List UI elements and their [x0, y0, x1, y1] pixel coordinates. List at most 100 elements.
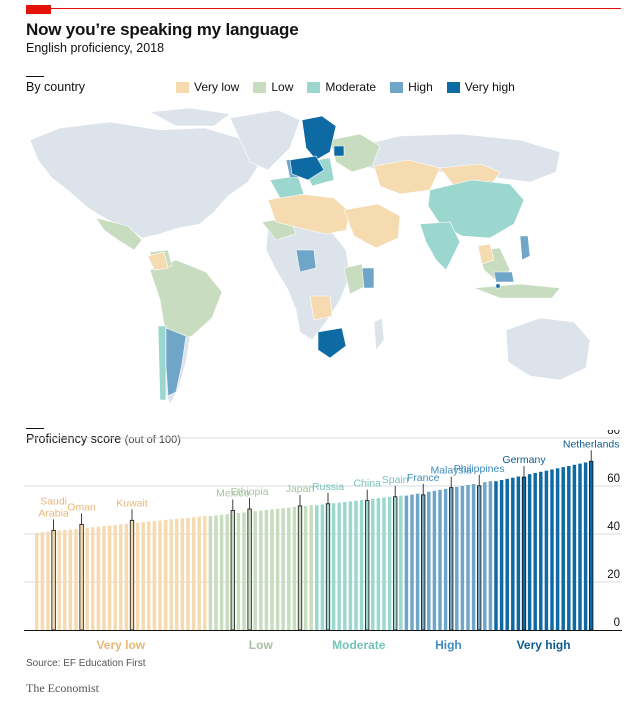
y-tick-label: 80: [607, 430, 620, 437]
bar: [152, 521, 157, 630]
country-india: [419, 221, 461, 271]
map-very-low: [147, 159, 501, 321]
bar: [382, 497, 386, 630]
chart-section-label: Proficiency score (out of 100): [26, 432, 181, 446]
world-map: [29, 107, 591, 405]
annotation-label: Netherlands: [563, 438, 620, 450]
legend-item-low: Low: [253, 80, 293, 94]
legend-item-high: High: [390, 80, 433, 94]
country-north-america: [29, 121, 263, 239]
legend-swatch: [390, 81, 404, 93]
bar: [343, 502, 347, 630]
bar: [119, 524, 123, 630]
bar: [197, 516, 201, 630]
bar: [359, 500, 364, 630]
bar: [175, 518, 179, 630]
bar: [449, 487, 454, 631]
bar: [236, 513, 241, 630]
y-tick-label: 60: [607, 473, 620, 485]
bar: [35, 532, 39, 630]
map-section-label: By country: [26, 80, 86, 94]
bar: [214, 515, 218, 630]
bar: [533, 472, 537, 630]
chart-label: Proficiency score: [26, 432, 122, 446]
band-label: Very low: [96, 638, 145, 652]
bar: [348, 501, 353, 630]
bar: [589, 460, 594, 631]
band-label: Very high: [517, 638, 571, 652]
legend-label: Moderate: [325, 80, 377, 94]
chart-label-suffix: (out of 100): [124, 434, 181, 446]
country-australia: [505, 317, 591, 381]
bar: [264, 510, 269, 630]
chart-band-labels: Very low Low Moderate High Very high: [96, 638, 570, 652]
country-argentina: [165, 327, 187, 397]
bar: [85, 527, 89, 630]
band-label: Low: [249, 638, 274, 652]
bar: [337, 502, 341, 630]
bar: [247, 508, 252, 631]
map-section-rule: [26, 76, 44, 77]
bar: [477, 485, 482, 631]
bar: [180, 518, 185, 630]
bar: [583, 462, 588, 630]
country-venezuela: [147, 251, 169, 271]
bar: [315, 505, 319, 630]
bar: [567, 465, 571, 630]
bar: [483, 482, 487, 630]
legend-swatch: [253, 81, 267, 93]
country-brazil: [149, 259, 223, 341]
bar: [46, 531, 50, 630]
chart-section-rule: [26, 428, 44, 429]
bar: [253, 511, 257, 630]
bar: [561, 467, 565, 630]
legend-swatch: [446, 81, 460, 93]
chart-y-ticks: 0 20 40 60 80: [607, 430, 620, 629]
bar: [303, 505, 308, 630]
bar: [135, 522, 140, 630]
bar: [488, 481, 493, 630]
bar: [147, 521, 151, 630]
country-philippines: [519, 235, 531, 261]
country-southern-europe: [269, 175, 305, 199]
country-indonesia: [473, 283, 561, 299]
bar: [365, 500, 370, 631]
bar: [191, 517, 196, 630]
bar: [102, 526, 106, 630]
bar: [225, 514, 229, 630]
bar: [527, 474, 532, 630]
y-tick-label: 40: [607, 521, 620, 533]
bar: [230, 510, 235, 631]
band-label: High: [435, 638, 462, 652]
y-tick-label: 0: [614, 617, 620, 629]
country-nigeria: [295, 249, 317, 273]
bar: [68, 529, 73, 630]
bar: [270, 509, 274, 630]
country-north-africa: [267, 193, 351, 235]
annotation-label: Malaysia: [430, 465, 472, 477]
top-rule: [26, 8, 621, 9]
band-label: Moderate: [332, 638, 386, 652]
bar: [163, 519, 168, 630]
y-tick-label: 20: [607, 569, 620, 581]
annotation-label: Mexico: [216, 487, 249, 499]
bar: [141, 522, 145, 630]
annotation-label: Philippines: [454, 463, 505, 475]
bar: [572, 464, 577, 630]
bar: [443, 488, 448, 630]
bar: [371, 498, 375, 630]
map-nodata-land: [29, 107, 591, 405]
bar: [63, 530, 67, 630]
annotation-label: Ethiopia: [231, 486, 269, 498]
bar: [96, 526, 101, 630]
country-mexico: [95, 217, 143, 251]
country-chile: [157, 325, 167, 401]
bar: [79, 524, 84, 631]
annotation-label: Spain: [382, 474, 409, 486]
country-greenland: [229, 109, 301, 171]
legend-swatch: [307, 81, 321, 93]
bar: [399, 495, 403, 630]
bar: [505, 478, 509, 630]
bar: [421, 494, 426, 631]
